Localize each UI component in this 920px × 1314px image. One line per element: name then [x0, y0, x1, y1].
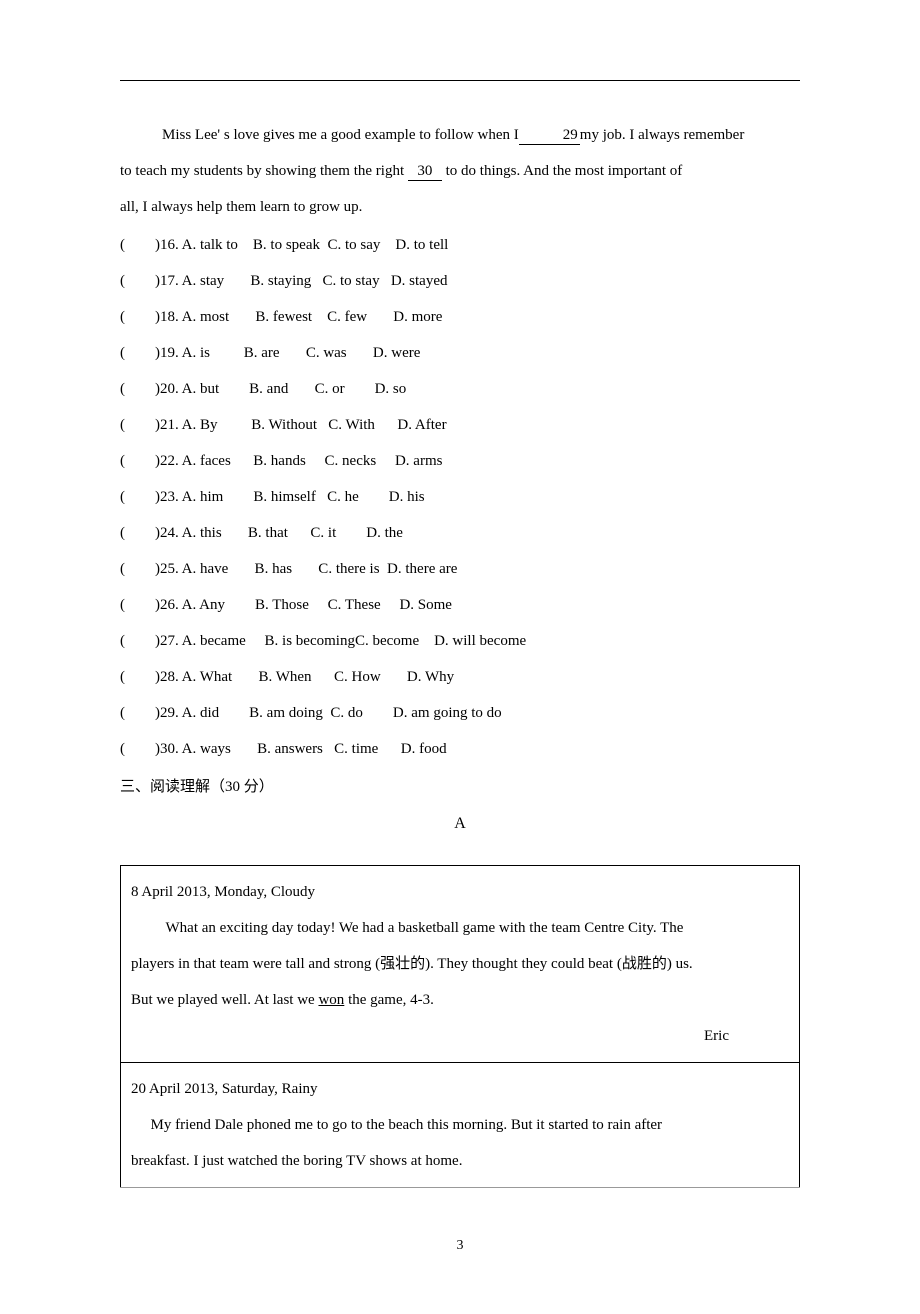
section-3-heading: 三、阅读理解（30 分） — [120, 769, 800, 805]
question-row-24: ( )24. A. this B. that C. it D. the — [120, 515, 800, 551]
question-row-23: ( )23. A. him B. himself C. he D. his — [120, 479, 800, 515]
diary-entry-1: 8 April 2013, Monday, Cloudy What an exc… — [121, 866, 800, 1063]
entry1-p3-post: the game, 4-3. — [344, 992, 434, 1008]
entry2-p2: breakfast. I just watched the boring TV … — [131, 1143, 789, 1179]
entry2-date: 20 April 2013, Saturday, Rainy — [131, 1071, 789, 1107]
question-row-18: ( )18. A. most B. fewest C. few D. more — [120, 299, 800, 335]
question-row-16: ( )16. A. talk to B. to speak C. to say … — [120, 227, 800, 263]
question-row-22: ( )22. A. faces B. hands C. necks D. arm… — [120, 443, 800, 479]
entry1-p3-pre: But we played well. At last we — [131, 992, 318, 1008]
question-row-28: ( )28. A. What B. When C. How D. Why — [120, 659, 800, 695]
intro-text-2b: to do things. And the most important of — [442, 163, 682, 179]
question-list: ( )16. A. talk to B. to speak C. to say … — [120, 227, 800, 767]
question-row-20: ( )20. A. but B. and C. or D. so — [120, 371, 800, 407]
diary-entry-2: 20 April 2013, Saturday, Rainy My friend… — [121, 1063, 800, 1188]
entry1-p3: But we played well. At last we won the g… — [131, 982, 789, 1018]
question-row-19: ( )19. A. is B. are C. was D. were — [120, 335, 800, 371]
entry1-p1: What an exciting day today! We had a bas… — [131, 910, 789, 946]
entry1-signature: Eric — [131, 1018, 789, 1054]
top-rule — [120, 80, 800, 81]
passage-a-label: A — [120, 815, 800, 833]
intro-text-2a: to teach my students by showing them the… — [120, 163, 408, 179]
page-number: 3 — [120, 1238, 800, 1254]
entry1-p2: players in that team were tall and stron… — [131, 946, 789, 982]
entry1-date: 8 April 2013, Monday, Cloudy — [131, 874, 789, 910]
question-row-21: ( )21. A. By B. Without C. With D. After — [120, 407, 800, 443]
question-row-29: ( )29. A. did B. am doing C. do D. am go… — [120, 695, 800, 731]
question-row-26: ( )26. A. Any B. Those C. These D. Some — [120, 587, 800, 623]
intro-text-1b: my job. I always remember — [580, 127, 745, 143]
question-row-25: ( )25. A. have B. has C. there is D. the… — [120, 551, 800, 587]
diary-table: 8 April 2013, Monday, Cloudy What an exc… — [120, 865, 800, 1188]
entry2-p1: My friend Dale phoned me to go to the be… — [131, 1107, 789, 1143]
question-row-17: ( )17. A. stay B. staying C. to stay D. … — [120, 263, 800, 299]
blank-29: 29 — [519, 127, 580, 145]
blank-30: 30 — [408, 163, 442, 181]
intro-text-3: all, I always help them learn to grow up… — [120, 189, 800, 225]
entry1-won: won — [318, 992, 344, 1008]
intro-text-1a: Miss Lee' s love gives me a good example… — [162, 127, 519, 143]
intro-paragraph: Miss Lee' s love gives me a good example… — [120, 117, 800, 225]
question-row-30: ( )30. A. ways B. answers C. time D. foo… — [120, 731, 800, 767]
question-row-27: ( )27. A. became B. is becomingC. become… — [120, 623, 800, 659]
